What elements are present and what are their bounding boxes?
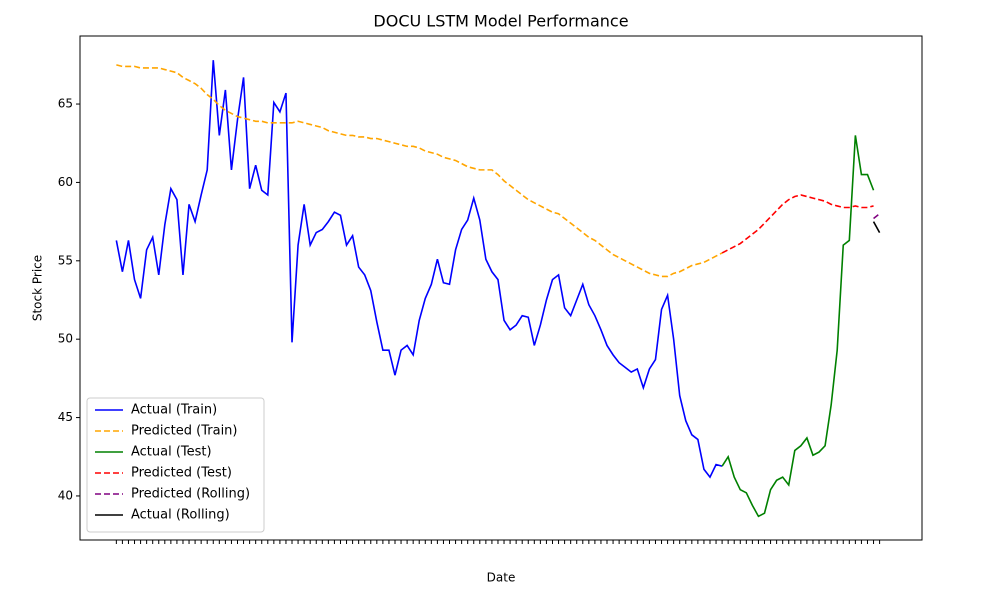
legend-label: Actual (Train)	[131, 403, 217, 418]
y-tick-label: 60	[58, 175, 73, 189]
series-line	[721, 194, 874, 254]
series-line	[115, 60, 723, 479]
plot-frame	[79, 35, 923, 541]
legend-label: Actual (Rolling)	[131, 508, 230, 523]
series-line	[873, 213, 881, 220]
legend-box	[86, 397, 265, 533]
chart-title: DOCU LSTM Model Performance	[373, 12, 628, 31]
y-axis-label: Stock Price	[31, 255, 45, 321]
y-tick-label: 45	[58, 410, 73, 424]
legend-label: Predicted (Train)	[131, 424, 238, 439]
y-tick-label: 50	[58, 332, 73, 346]
series-line	[872, 221, 881, 233]
y-tick-label: 40	[58, 488, 73, 502]
legend-label: Predicted (Rolling)	[131, 487, 250, 502]
x-axis-label: Date	[487, 571, 516, 585]
legend-label: Actual (Test)	[131, 445, 212, 460]
series-line	[116, 64, 723, 278]
y-tick-label: 65	[58, 97, 73, 111]
legend-label: Predicted (Test)	[131, 466, 232, 481]
series-line	[721, 135, 875, 518]
y-tick-label: 55	[58, 253, 73, 267]
